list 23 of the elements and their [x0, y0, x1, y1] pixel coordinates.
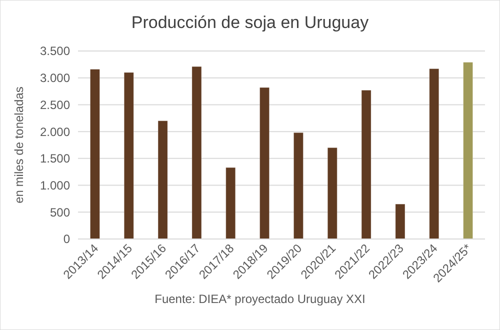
- y-tick-label: 1.000: [40, 178, 70, 192]
- bar: [192, 66, 202, 240]
- y-tick-label: 2.000: [40, 124, 70, 139]
- bar: [395, 204, 406, 240]
- bar: [361, 90, 372, 240]
- bar: [90, 69, 100, 240]
- source-note: Fuente: DIEA* proyectado Uruguay XXI: [154, 292, 366, 306]
- bar: [327, 147, 338, 240]
- y-tick-label: 1.500: [40, 152, 70, 166]
- bar: [226, 167, 236, 240]
- bar: [124, 72, 134, 240]
- y-tick-label: 0: [63, 232, 70, 246]
- chart-title: Producción de soja en Uruguay: [131, 13, 370, 32]
- y-tick-label: 3.500: [40, 44, 70, 58]
- y-tick-label: 500: [50, 205, 70, 220]
- y-axis-title: en miles de toneladas: [12, 86, 26, 204]
- y-tick-label: 2.500: [40, 98, 70, 112]
- bar: [429, 68, 440, 240]
- bar: [293, 132, 304, 240]
- bar: [463, 62, 474, 240]
- bar: [158, 120, 168, 240]
- y-tick-label: 3.000: [40, 71, 70, 86]
- bar: [260, 87, 270, 240]
